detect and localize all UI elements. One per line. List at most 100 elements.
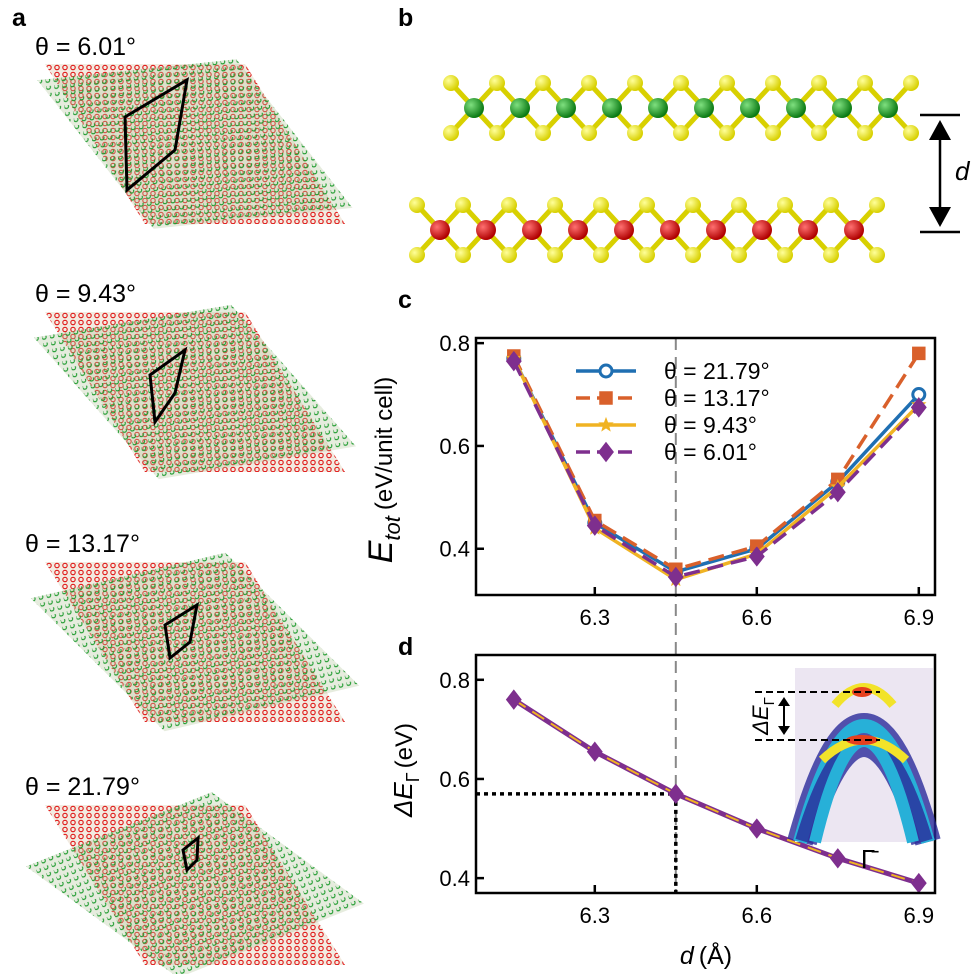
legend-marker (598, 416, 614, 432)
marker (748, 818, 765, 839)
x-axis-label: d (Å) (680, 940, 732, 970)
metal-atom (844, 220, 864, 240)
metal-atom (832, 98, 852, 118)
chalcogen-atom (811, 125, 827, 141)
chalcogen-atom (777, 197, 793, 213)
chalcogen-atom (857, 75, 873, 91)
chalcogen-atom (685, 247, 701, 263)
marker (586, 515, 603, 536)
panel-label: c (398, 286, 412, 314)
inset-label-main: ΔE (748, 705, 773, 736)
metal-atom (878, 98, 898, 118)
x-tick-label: 6.9 (904, 903, 935, 928)
x-tick-label: 6.9 (904, 605, 935, 630)
separation-arrow (920, 113, 960, 234)
marker (910, 397, 927, 418)
chalcogen-atom (903, 125, 919, 141)
chalcogen-atom (811, 75, 827, 91)
inset-label-sub: Γ (761, 697, 778, 705)
metal-atom (464, 98, 484, 118)
chalcogen-atom (593, 197, 609, 213)
chalcogen-atom (409, 247, 425, 263)
x-tick-label: 6.3 (580, 903, 611, 928)
chalcogen-atom (685, 197, 701, 213)
y-label-unit: (eV) (391, 723, 418, 768)
x-tick-label: 6.3 (580, 605, 611, 630)
x-tick-label: 6.6 (742, 903, 773, 928)
metal-atom (522, 220, 542, 240)
lattice (26, 755, 364, 974)
metal-atom (740, 98, 760, 118)
chalcogen-atom (627, 125, 643, 141)
inset-label: ΔEΓ (748, 697, 778, 736)
y-label-unit: (eV/unit cell) (371, 377, 398, 510)
plot-frame (474, 653, 937, 895)
y-tick-label: 0.4 (439, 537, 470, 562)
chalcogen-atom (639, 247, 655, 263)
y-label-main: ΔE (388, 782, 418, 818)
lattice-label: θ = 9.43° (35, 280, 136, 308)
metal-atom (786, 98, 806, 118)
metal-atom (476, 220, 496, 240)
chalcogen-atom (455, 197, 471, 213)
chalcogen-atom (547, 247, 563, 263)
chalcogen-atom (673, 125, 689, 141)
y-label-main: E (362, 540, 400, 563)
chalcogen-atom (903, 75, 919, 91)
chalcogen-atom (443, 75, 459, 91)
chalcogen-atom (501, 197, 517, 213)
metal-atom (568, 220, 588, 240)
y-label-sub: Γ (403, 772, 423, 782)
x-tick-label: 6.6 (742, 605, 773, 630)
legend-label: θ = 6.01° (664, 439, 757, 465)
chalcogen-atom (869, 247, 885, 263)
chalcogen-atom (777, 247, 793, 263)
lattice (33, 288, 357, 496)
legend-label: θ = 9.43° (664, 412, 757, 438)
metal-atom (752, 220, 772, 240)
metal-atom (798, 220, 818, 240)
series-line (512, 352, 921, 572)
panel-label: a (12, 4, 27, 32)
series-line-overlay (513, 698, 920, 885)
x-label-symbol: d (680, 942, 695, 970)
metal-atom (706, 220, 726, 240)
chalcogen-atom (547, 197, 563, 213)
marker (912, 346, 926, 361)
lattice-label: θ = 13.17° (25, 530, 140, 558)
plot-frame (474, 336, 937, 597)
y-tick-label: 0.4 (439, 866, 470, 891)
panel-label: d (398, 633, 413, 661)
y-tick-label: 0.8 (439, 331, 470, 356)
chalcogen-atom (857, 125, 873, 141)
metal-atom (430, 220, 450, 240)
lattice-label: θ = 6.01° (35, 33, 136, 61)
y-tick-label: 0.6 (439, 434, 470, 459)
marker (505, 689, 522, 710)
chalcogen-atom (627, 75, 643, 91)
metal-atom (614, 220, 634, 240)
chalcogen-atom (535, 75, 551, 91)
marker (667, 566, 684, 588)
chalcogen-atom (765, 125, 781, 141)
chalcogen-atom (731, 247, 747, 263)
legend-label: θ = 13.17° (664, 385, 770, 411)
chalcogen-atom (409, 197, 425, 213)
metal-atom (556, 98, 576, 118)
separation-label: d (955, 156, 971, 186)
marker (829, 848, 846, 869)
x-label-unit: (Å) (699, 940, 732, 970)
chalcogen-atom (581, 75, 597, 91)
metal-atom (510, 98, 530, 118)
y-axis-label: ΔEΓ (eV) (388, 723, 423, 818)
marker (829, 481, 846, 503)
chalcogen-atom (489, 75, 505, 91)
marker (667, 783, 684, 805)
y-tick-label: 0.8 (439, 668, 470, 693)
chalcogen-atom (719, 125, 735, 141)
chalcogen-atom (443, 125, 459, 141)
marker (910, 872, 927, 894)
legend-marker (598, 441, 614, 463)
chalcogen-atom (639, 197, 655, 213)
